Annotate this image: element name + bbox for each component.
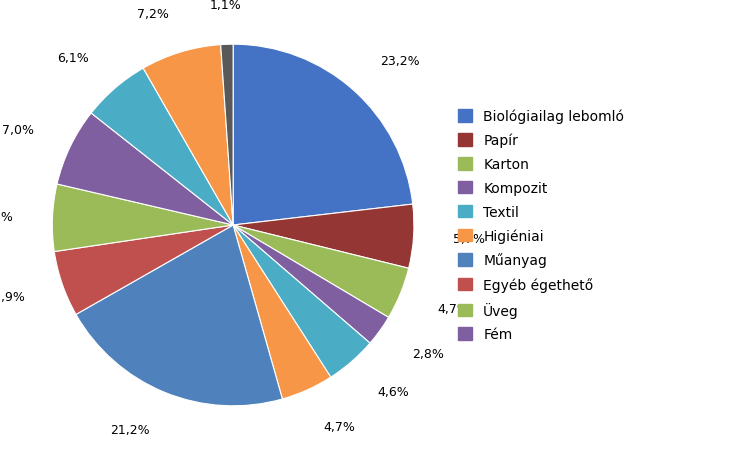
Wedge shape: [233, 45, 413, 226]
Text: 21,2%: 21,2%: [110, 423, 150, 436]
Text: 23,2%: 23,2%: [380, 55, 420, 68]
Text: 7,2%: 7,2%: [137, 9, 169, 21]
Legend: Biológiailag lebomló, Papír, Karton, Kompozit, Textil, Higiéniai, Műanyag, Egyéb: Biológiailag lebomló, Papír, Karton, Kom…: [458, 110, 624, 341]
Wedge shape: [233, 226, 389, 343]
Text: 4,7%: 4,7%: [323, 420, 356, 433]
Text: 6,0%: 6,0%: [0, 210, 13, 223]
Wedge shape: [233, 226, 370, 377]
Text: 5,9%: 5,9%: [0, 291, 25, 304]
Text: 4,6%: 4,6%: [378, 385, 409, 398]
Wedge shape: [233, 205, 414, 269]
Wedge shape: [54, 226, 233, 315]
Wedge shape: [53, 184, 233, 252]
Wedge shape: [76, 226, 282, 406]
Text: 7,0%: 7,0%: [2, 124, 35, 137]
Wedge shape: [233, 226, 408, 318]
Text: 5,7%: 5,7%: [453, 233, 485, 246]
Text: 2,8%: 2,8%: [412, 348, 444, 360]
Wedge shape: [57, 114, 233, 226]
Text: 4,7%: 4,7%: [437, 303, 469, 315]
Text: 6,1%: 6,1%: [57, 52, 89, 65]
Wedge shape: [91, 69, 233, 226]
Wedge shape: [220, 45, 233, 226]
Text: 1,1%: 1,1%: [210, 0, 241, 12]
Wedge shape: [233, 226, 331, 399]
Wedge shape: [143, 46, 233, 226]
